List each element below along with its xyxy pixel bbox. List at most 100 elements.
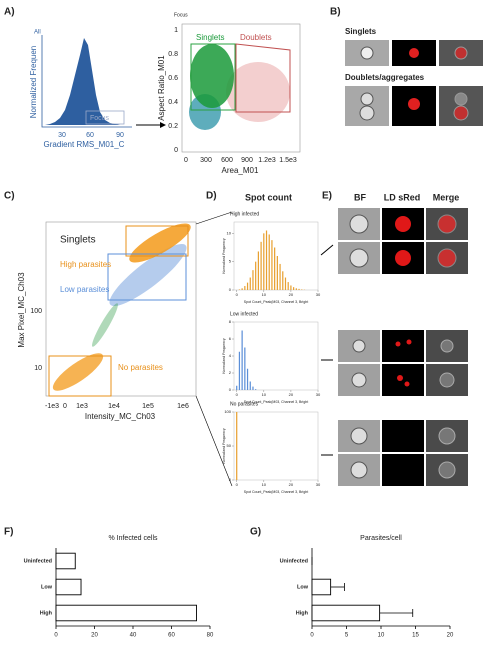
- tick-label: 30: [316, 392, 321, 397]
- gate-label: No parasites: [118, 363, 163, 372]
- panel-title: Spot count: [245, 192, 292, 202]
- gate: [85, 110, 125, 125]
- bar: [268, 234, 270, 290]
- tick-label: 5: [229, 259, 232, 264]
- zoom-line: [195, 211, 233, 225]
- bar: [246, 282, 249, 290]
- bar: [298, 288, 300, 290]
- x-label: Gradient RMS_M01_C: [44, 140, 125, 149]
- gate-label: High parasites: [60, 260, 111, 269]
- bar: [257, 251, 259, 290]
- tick-label: 15: [412, 633, 419, 639]
- hist-title: All: [34, 30, 41, 36]
- bar: [295, 288, 297, 290]
- bar: [236, 412, 238, 480]
- panel-label: D): [206, 191, 217, 202]
- bar: [244, 286, 246, 290]
- column-label: Merge: [433, 192, 460, 202]
- category-label: Uninfected: [280, 558, 308, 564]
- tick-label: 600: [221, 157, 233, 164]
- plot-frame: [233, 321, 319, 391]
- cloud: [52, 353, 104, 391]
- bar: [276, 256, 278, 290]
- tick-label: 30: [316, 292, 321, 297]
- bar: [246, 368, 249, 390]
- plot-frame: [181, 23, 301, 153]
- plot-frame: [233, 411, 319, 481]
- cloud: [190, 44, 234, 108]
- category-label: Low: [297, 584, 309, 590]
- tick-label: 0.6: [168, 75, 178, 82]
- bar: [263, 233, 265, 290]
- chart-title: Parasites/cell: [360, 535, 402, 542]
- tick-label: 0: [236, 292, 239, 297]
- tick-label: 1e6: [177, 403, 189, 410]
- bar: [255, 261, 257, 290]
- row-label: Doublets/aggregates: [345, 73, 425, 82]
- x-label: Spot Count_Peak(M03, Channel 3, Bright: [244, 300, 308, 304]
- category-label: High: [40, 610, 53, 616]
- tick-label: 0: [63, 403, 67, 410]
- image-row: [345, 40, 483, 66]
- arrow-head: [160, 122, 166, 128]
- bar: [284, 277, 287, 290]
- y-label: Aspect Ratio_M01: [157, 55, 166, 121]
- y-label: Max Pixel_MC_Ch03: [17, 272, 26, 348]
- bar: [265, 230, 268, 290]
- tick-label: 10: [262, 392, 267, 397]
- zoom-line: [195, 395, 233, 487]
- tick-label: 20: [289, 292, 294, 297]
- tick-label: 10: [262, 482, 267, 487]
- bar: [274, 247, 276, 290]
- cloud: [109, 243, 187, 307]
- tick-label: 1e5: [142, 403, 154, 410]
- tick-label: 20: [289, 392, 294, 397]
- tick-label: 60: [168, 633, 175, 639]
- bar: [279, 263, 281, 290]
- tick-label: 50: [227, 443, 232, 448]
- tick-label: 30: [58, 132, 66, 139]
- category-label: Uninfected: [24, 558, 52, 564]
- axes: [41, 35, 132, 128]
- column-label: LD sRed: [384, 192, 421, 202]
- y-label: Normalized Frequency: [222, 338, 226, 373]
- tick-label: 0.2: [168, 123, 178, 130]
- tick-label: 0: [236, 482, 239, 487]
- bar: [311, 578, 332, 596]
- tick-label: 20: [447, 633, 454, 639]
- plot-title: No parasites: [230, 401, 259, 407]
- category-label: Low: [41, 584, 53, 590]
- tick-label: 0: [229, 287, 232, 292]
- tick-label: 80: [207, 633, 214, 639]
- bar: [249, 381, 251, 390]
- bar: [290, 285, 292, 290]
- gate: [190, 43, 236, 111]
- tick-label: 1e4: [108, 403, 120, 410]
- gate: [48, 355, 112, 397]
- tick-label: 1: [174, 27, 178, 34]
- tick-label: 0: [174, 147, 178, 154]
- tick-label: 6: [229, 336, 232, 341]
- tick-label: 0: [310, 633, 314, 639]
- bar: [293, 287, 295, 290]
- tick-label: 5: [345, 633, 349, 639]
- tick-label: 60: [86, 132, 94, 139]
- bar: [249, 277, 251, 290]
- panel-label: E): [322, 191, 332, 202]
- tick-label: 100: [30, 308, 42, 315]
- panel-label: F): [4, 527, 13, 538]
- category-label: High: [296, 610, 309, 616]
- plot-title: Low infected: [230, 311, 258, 317]
- image-row: [345, 86, 483, 126]
- panel-label: A): [4, 7, 15, 18]
- bar: [311, 604, 381, 622]
- x-label: Spot Count_Peak(M03, Channel 3, Bright: [244, 400, 308, 404]
- x-label: Area_M01: [222, 166, 259, 175]
- bar: [241, 330, 243, 390]
- gate: [235, 43, 291, 113]
- tick-label: 100: [224, 409, 231, 414]
- hist-shape: [45, 38, 120, 125]
- tick-label: 0: [54, 633, 58, 639]
- row-label: Singlets: [345, 27, 377, 36]
